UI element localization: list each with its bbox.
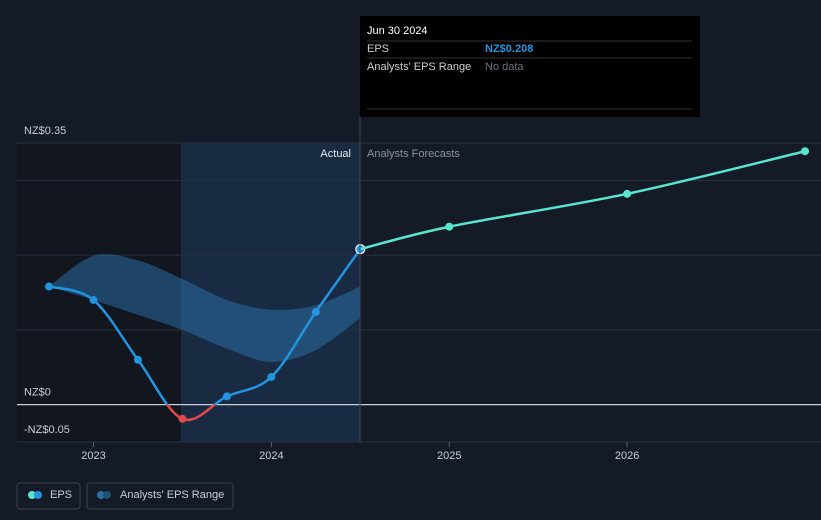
x-tick-label: 2026 — [615, 450, 639, 462]
actual-label: Actual — [320, 148, 351, 160]
data-point — [801, 147, 809, 156]
tooltip-box — [360, 16, 700, 117]
x-tick-label: 2025 — [437, 450, 461, 462]
legend-item[interactable] — [86, 482, 234, 510]
y-tick-label: NZ$0 — [24, 387, 51, 399]
data-point — [267, 372, 276, 381]
x-tick-label: 2023 — [81, 450, 105, 462]
legend-swatch — [97, 491, 105, 499]
data-point — [89, 295, 98, 304]
tooltip-date: Jun 30 2024 — [367, 25, 428, 37]
legend: EPS Analysts' EPS Range — [16, 482, 234, 510]
range-band — [49, 254, 361, 363]
data-point — [178, 414, 187, 423]
legend-swatch — [34, 491, 42, 499]
legend-swatch — [28, 491, 36, 499]
legend-item[interactable] — [16, 482, 81, 510]
y-tick-label: NZ$0.35 — [24, 125, 66, 137]
forecast-label: Analysts Forecasts — [367, 148, 460, 160]
tooltip-key: EPS — [367, 43, 389, 55]
legend-label: EPS — [50, 489, 72, 501]
data-point — [222, 392, 231, 401]
tooltip-key: Analysts' EPS Range — [367, 61, 471, 73]
data-point — [623, 189, 632, 198]
tooltip-value: No data — [485, 61, 524, 73]
data-point — [45, 282, 54, 291]
tooltip: Jun 30 2024 EPS NZ$0.208 Analysts' EPS R… — [360, 16, 700, 117]
y-tick-label: -NZ$0.05 — [24, 424, 70, 436]
data-point — [445, 222, 454, 231]
x-tick-label: 2024 — [259, 450, 283, 462]
data-point — [133, 355, 142, 364]
tooltip-value: NZ$0.208 — [485, 43, 533, 55]
legend-swatch — [103, 491, 111, 499]
legend-label: Analysts' EPS Range — [120, 489, 224, 501]
series-line — [359, 150, 806, 251]
data-point — [311, 307, 320, 316]
